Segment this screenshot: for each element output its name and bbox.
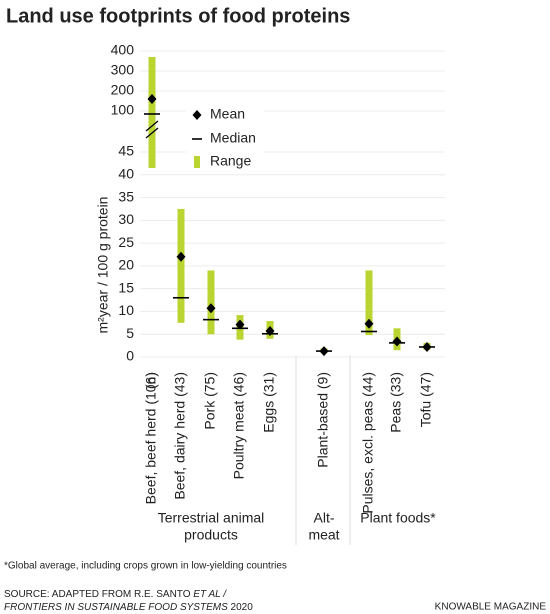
- y-tick-label: 400: [111, 42, 135, 58]
- x-tick-label: Beef, beef herd (106): [143, 372, 159, 504]
- x-tick-label: Pork (75): [202, 372, 218, 430]
- x-tick-label: Peas (33): [388, 372, 404, 433]
- range-bar: [207, 270, 215, 335]
- group-label: Alt-: [314, 510, 335, 526]
- mean: [392, 336, 402, 347]
- x-tick-label: Plant-based (9): [315, 372, 331, 468]
- axis-break: [145, 127, 159, 139]
- mean: [206, 303, 216, 314]
- mean: [319, 346, 329, 357]
- mean: [176, 251, 186, 262]
- range-bar: [177, 208, 185, 323]
- y-tick-label: 100: [111, 102, 135, 118]
- group-label: Terrestrial animal: [158, 510, 265, 526]
- legend-label: Median: [210, 130, 256, 146]
- mean: [235, 319, 245, 330]
- legend-label: Mean: [210, 106, 245, 122]
- y-tick-label: 15: [118, 279, 134, 295]
- y-tick-label: 10: [118, 302, 134, 318]
- range-bar: [148, 57, 156, 168]
- legend: Mean Median Range: [186, 100, 264, 174]
- y-tick-label: 300: [111, 62, 135, 78]
- y-tick-label: 200: [111, 82, 135, 98]
- x-tick-label: Beef, dairy herd (43): [172, 372, 188, 500]
- y-tick-label: 5: [126, 325, 134, 341]
- source: FRONTIERS IN SUSTAINABLE FOOD SYSTEMS 20…: [4, 602, 253, 613]
- legend-swatch: [192, 110, 202, 120]
- mean: [265, 326, 275, 337]
- n-label: (n): [143, 372, 159, 389]
- y-tick-label: 40: [118, 165, 134, 181]
- y-tick-label: 0: [126, 348, 134, 364]
- group-label: meat: [308, 527, 339, 543]
- y-axis-title: m²year / 100 g protein: [95, 197, 111, 334]
- y-tick-label: 35: [118, 188, 134, 204]
- y-tick-label: 25: [118, 234, 134, 250]
- footnote: *Global average, including crops grown i…: [4, 561, 287, 572]
- y-tick-label: 20: [118, 257, 134, 273]
- range-bar: [365, 270, 373, 336]
- y-tick-label: 30: [118, 211, 134, 227]
- mean: [422, 341, 432, 352]
- source: SOURCE: ADAPTED FROM R.E. SANTO ET AL /: [4, 589, 227, 600]
- x-tick-label: Pulses, excl. peas (44): [360, 372, 376, 514]
- credit: KNOWABLE MAGAZINE: [435, 602, 547, 613]
- axis-break: [145, 120, 159, 132]
- legend-swatch: [194, 156, 200, 168]
- x-tick-label: Eggs (31): [261, 372, 277, 433]
- chart-title: Land use footprints of food proteins: [6, 5, 350, 27]
- mean: [364, 318, 374, 329]
- mean: [147, 94, 157, 104]
- y-tick-label: 45: [118, 143, 134, 159]
- x-tick-label: Poultry meat (46): [231, 372, 247, 479]
- x-tick-label: Tofu (47): [418, 372, 434, 427]
- group-label: Plant foods*: [360, 510, 436, 526]
- group-label: products: [184, 527, 238, 543]
- legend-label: Range: [210, 153, 251, 169]
